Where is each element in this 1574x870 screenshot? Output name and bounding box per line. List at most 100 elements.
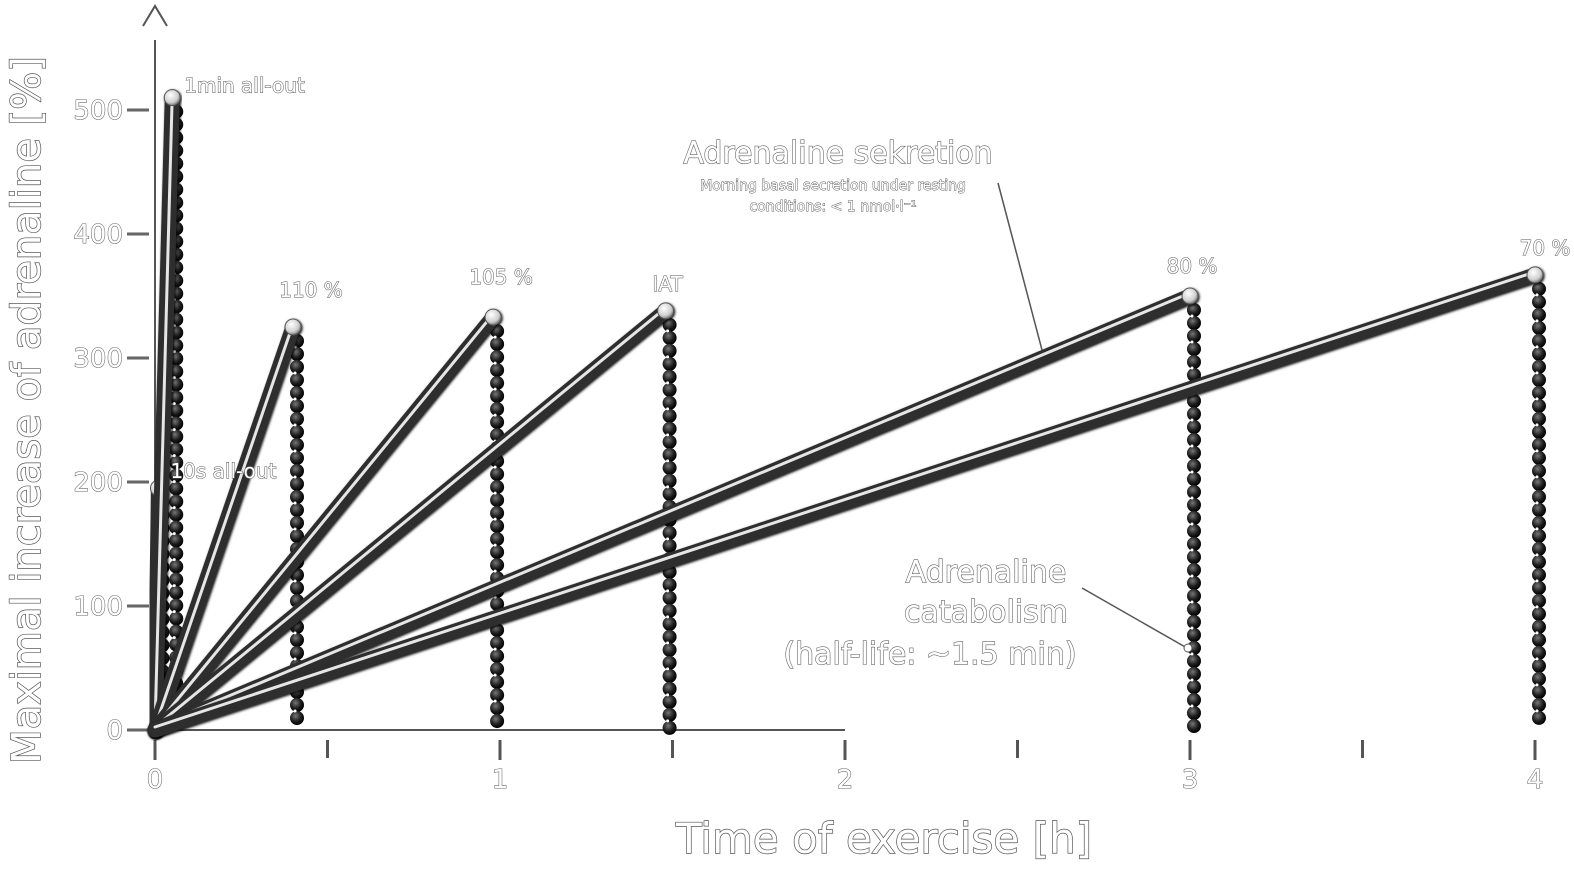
bead-highlight [1535, 423, 1539, 427]
bead [290, 464, 304, 478]
x-tick-label-0: 0 [147, 765, 164, 795]
bead [662, 434, 677, 449]
bead [662, 629, 677, 644]
bead [490, 701, 505, 716]
secretion-line-highlight [153, 322, 295, 729]
bead [1187, 693, 1201, 707]
bead [169, 364, 184, 379]
bead [169, 442, 184, 457]
bead [1187, 485, 1201, 499]
bead-highlight [293, 371, 297, 375]
bead [290, 529, 304, 543]
bead-highlight [493, 413, 497, 417]
bead [1532, 619, 1546, 634]
bead-highlight [293, 631, 297, 635]
bead [490, 519, 505, 534]
bead [490, 402, 505, 417]
bead-highlight [1535, 293, 1539, 297]
bead-highlight [172, 454, 176, 458]
bead-highlight [293, 579, 297, 583]
bead-highlight [293, 449, 297, 453]
bead [662, 590, 677, 605]
bead [1532, 346, 1546, 361]
bead [490, 545, 505, 560]
bead [662, 369, 677, 384]
y-tick-label-200: 200 [73, 468, 123, 498]
secretion-line-highlight [153, 312, 495, 729]
bead [662, 447, 677, 462]
bead-highlight [666, 407, 670, 411]
bead [290, 490, 304, 504]
bead [290, 516, 304, 530]
bead [662, 603, 677, 618]
peak-point-1min-all-out [163, 89, 181, 107]
secretion-line-body [147, 309, 501, 738]
bead-highlight [666, 719, 670, 723]
peak-label-10s-all-out: 10s all-out [170, 459, 276, 483]
secretion-annotation-note-1: Morning basal secretion under resting [700, 178, 966, 194]
catabolism-beads-70 [1532, 281, 1546, 725]
bead-highlight [1190, 678, 1194, 682]
bead [662, 707, 677, 722]
bead [1187, 472, 1201, 486]
bead-highlight [666, 667, 670, 671]
secretion-annotation-note-2: conditions: < 1 nmol·l⁻¹ [749, 199, 916, 215]
bead [1532, 476, 1546, 491]
bead [662, 330, 677, 345]
bead-highlight [1535, 527, 1539, 531]
bead [1532, 372, 1546, 387]
bead-highlight [172, 506, 176, 510]
bead-highlight [1535, 657, 1539, 661]
peak-point-70 [1526, 266, 1544, 284]
bead-highlight [666, 485, 670, 489]
bead [490, 714, 505, 729]
bead-highlight [666, 589, 670, 593]
bead [1187, 550, 1201, 564]
bead [1187, 342, 1201, 356]
secretion-line-80 [147, 287, 1199, 738]
x-tick-label-3: 3 [1182, 765, 1199, 795]
bead-highlight [666, 615, 670, 619]
bead-highlight [666, 381, 670, 385]
secretion-line-highlight [153, 93, 174, 729]
y-tick-label-300: 300 [73, 344, 123, 374]
bead [1532, 645, 1546, 660]
bead [662, 356, 677, 371]
chart-labels: 10s all-out 1min all-out 110 % 105 % IAT 80 %… [170, 73, 1571, 673]
bead [169, 572, 184, 587]
bead [1187, 329, 1201, 343]
bead [1187, 433, 1201, 447]
bead [1187, 654, 1201, 668]
bead-highlight [493, 517, 497, 521]
bead-highlight [172, 402, 176, 406]
bead-highlight [493, 387, 497, 391]
bead [1532, 567, 1546, 582]
bead [1187, 303, 1201, 317]
bead [169, 611, 184, 626]
bead-highlight [1190, 496, 1194, 500]
bead [1187, 407, 1201, 421]
bead [290, 646, 304, 660]
bead [1187, 667, 1201, 681]
bead [1532, 528, 1546, 543]
bead-highlight [1535, 553, 1539, 557]
bead [169, 455, 184, 470]
secretion-series [147, 89, 1544, 738]
bead [490, 350, 505, 365]
bead [1187, 563, 1201, 577]
secretion-line-highlight [153, 306, 668, 729]
bead [662, 616, 677, 631]
bead [662, 460, 677, 475]
catabolism-beads-105 [490, 324, 505, 729]
bead [662, 538, 677, 553]
bead [490, 636, 505, 651]
bead [1187, 576, 1201, 590]
x-axis-title: Time of exercise [h] [675, 814, 1092, 863]
bead-highlight [666, 329, 670, 333]
peak-point-iat [657, 302, 675, 320]
bead [1532, 385, 1546, 400]
bead [1532, 281, 1546, 296]
secretion-line-70 [147, 266, 1544, 738]
bead-highlight [666, 693, 670, 697]
bead-highlight [172, 584, 176, 588]
